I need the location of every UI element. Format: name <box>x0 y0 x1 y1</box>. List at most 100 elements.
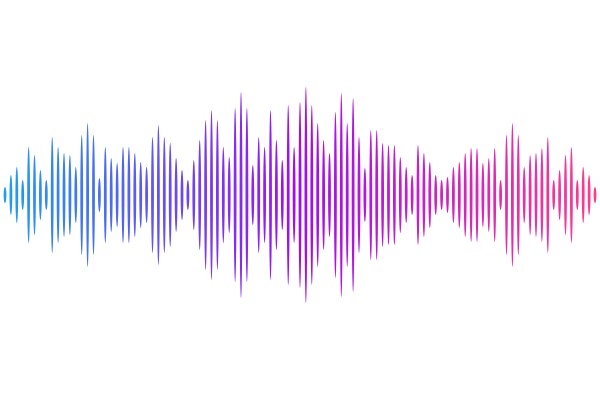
waveform-bar <box>487 158 491 232</box>
waveform-bar <box>233 108 237 282</box>
waveform-bar <box>334 112 337 278</box>
waveform-bar <box>286 105 290 285</box>
waveform-bar <box>516 135 520 255</box>
waveform-bar <box>387 145 390 245</box>
waveform-bar <box>546 137 550 253</box>
waveform-bar <box>115 163 119 227</box>
waveform-bar <box>74 167 78 223</box>
waveform-bar <box>363 168 367 222</box>
waveform-bar <box>357 137 361 253</box>
waveform-bar <box>27 147 30 243</box>
waveform-bar <box>475 148 479 242</box>
waveform-bar <box>558 170 561 220</box>
waveform-bar <box>245 108 249 282</box>
waveform-bar <box>534 153 538 237</box>
waveform-bar <box>552 180 556 210</box>
waveform-bar <box>263 147 266 243</box>
waveform-bar <box>528 155 532 235</box>
waveform-bar <box>103 147 107 243</box>
waveform-bar <box>44 180 48 210</box>
waveform-bar <box>210 110 213 280</box>
waveform-bar <box>92 135 95 255</box>
waveform-bar <box>257 137 261 253</box>
waveform-bar <box>593 187 597 203</box>
waveform-bar <box>369 130 373 260</box>
waveform-bar <box>434 175 438 215</box>
waveform-bar <box>139 162 143 228</box>
waveform-bar <box>440 180 443 210</box>
waveform-bar <box>463 153 467 237</box>
waveform-bar <box>393 145 396 245</box>
waveform-bar <box>216 120 219 270</box>
waveform-bar <box>570 147 573 243</box>
waveform-bar <box>151 137 154 253</box>
waveform-bar <box>481 163 485 227</box>
waveform-bar <box>493 148 497 242</box>
waveform-bar <box>121 147 125 243</box>
waveform-bar <box>505 135 508 255</box>
waveform-bar <box>269 110 272 280</box>
waveform-bar <box>469 148 473 242</box>
waveform-bar <box>86 123 89 267</box>
waveform-bar <box>3 187 7 203</box>
waveform-bar <box>33 155 36 235</box>
waveform-bar <box>204 120 208 270</box>
waveform-bar <box>127 147 131 243</box>
waveform-bar <box>298 102 302 288</box>
waveform-bar <box>15 167 19 223</box>
waveform-bar <box>499 180 502 210</box>
waveform-bar <box>316 123 320 267</box>
waveform-bar <box>239 92 243 298</box>
waveform-bar <box>56 147 60 243</box>
waveform-bar <box>587 175 591 215</box>
waveform-bar <box>180 170 184 220</box>
waveform-bar <box>304 87 308 303</box>
waveform-bar <box>575 180 579 210</box>
waveform-bar <box>328 153 331 237</box>
waveform-bar <box>221 147 225 243</box>
waveform-bar <box>446 177 449 213</box>
waveform-bar <box>375 130 379 260</box>
waveform-bar <box>21 180 25 210</box>
waveform-bar <box>157 125 160 265</box>
waveform-bar <box>109 158 113 232</box>
waveform-bar <box>398 157 402 233</box>
waveform-bar <box>145 167 149 223</box>
waveform-bar <box>416 145 420 245</box>
waveform-bar <box>275 140 278 250</box>
waveform-bar <box>457 162 461 228</box>
waveform-bar <box>227 157 231 233</box>
waveform-bar <box>186 180 190 210</box>
waveform-bar <box>98 178 101 212</box>
waveform-bar <box>522 167 526 223</box>
waveform-bar <box>404 167 408 223</box>
waveform-bar <box>345 123 349 267</box>
waveform-bar <box>381 143 384 247</box>
waveform-bar <box>540 148 544 242</box>
waveform-bar <box>62 153 66 237</box>
waveform-bar <box>428 162 432 228</box>
waveform-bar <box>68 155 72 235</box>
waveform-bar <box>198 140 202 250</box>
waveform-bar <box>39 170 42 220</box>
waveform-bar <box>280 160 284 230</box>
waveform-bar <box>192 160 196 230</box>
waveform-bar <box>422 153 426 237</box>
waveform-bar <box>564 155 567 235</box>
waveform-bar <box>310 105 314 285</box>
waveform-bar <box>410 175 414 215</box>
waveform-bar <box>133 153 137 237</box>
waveform-bar <box>80 135 84 255</box>
waveform-bars <box>3 87 597 303</box>
waveform-bar <box>168 143 172 247</box>
waveform-bar <box>162 137 166 253</box>
waveform-bar <box>339 93 343 297</box>
waveform-bar <box>251 165 255 225</box>
waveform-bar <box>511 123 514 267</box>
waveform-bar <box>50 137 54 253</box>
waveform-bar <box>9 175 13 215</box>
waveform-bar <box>174 158 178 232</box>
waveform-bar <box>292 147 296 243</box>
waveform-bar <box>452 167 455 223</box>
